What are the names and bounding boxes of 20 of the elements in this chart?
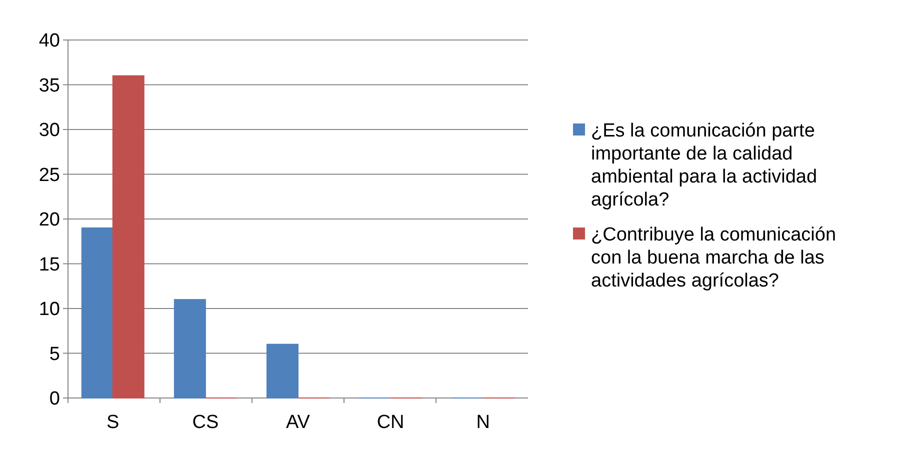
bar — [174, 299, 206, 398]
x-tick-label: CN — [376, 412, 404, 433]
x-tick-label: N — [476, 412, 490, 433]
y-tick-label: 30 — [38, 120, 60, 142]
y-tick-label: 5 — [49, 344, 60, 365]
bar — [112, 75, 144, 398]
y-tick-label: 10 — [38, 299, 60, 320]
x-tick-label: S — [106, 412, 120, 433]
y-tick-label: 15 — [38, 254, 60, 276]
y-tick-label: 0 — [49, 388, 60, 410]
legend-label: ¿Contribuye la comunicación con la buena marcha de las actividades agrícolas? — [591, 224, 836, 292]
y-tick-label: 40 — [38, 30, 60, 52]
x-tick-label: CS — [192, 412, 219, 433]
y-tick-label: 35 — [38, 75, 60, 96]
y-tick-label: 20 — [38, 210, 60, 231]
bar — [81, 227, 114, 398]
bar — [266, 344, 298, 398]
legend-label: ¿Es la comunicación parte importante de la calidad ambiental para la actividad agrícola? — [591, 120, 818, 210]
x-tick-label: AV — [286, 412, 310, 433]
y-tick-label: 25 — [38, 164, 60, 186]
